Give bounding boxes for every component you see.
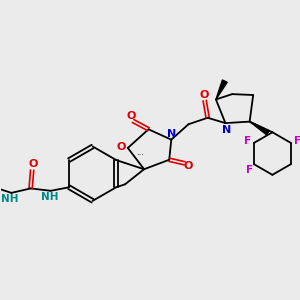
Text: O: O bbox=[126, 111, 136, 121]
Polygon shape bbox=[216, 80, 227, 99]
Text: N: N bbox=[222, 124, 231, 135]
Text: NH: NH bbox=[40, 192, 58, 202]
Text: F: F bbox=[244, 136, 251, 146]
Text: F: F bbox=[294, 136, 300, 146]
Polygon shape bbox=[250, 122, 269, 135]
Text: O: O bbox=[200, 90, 209, 100]
Text: ···: ··· bbox=[136, 152, 144, 160]
Text: O: O bbox=[184, 161, 193, 171]
Text: N: N bbox=[167, 129, 176, 139]
Text: O: O bbox=[117, 142, 126, 152]
Text: NH: NH bbox=[1, 194, 19, 204]
Text: O: O bbox=[28, 159, 38, 169]
Text: F: F bbox=[246, 165, 253, 175]
